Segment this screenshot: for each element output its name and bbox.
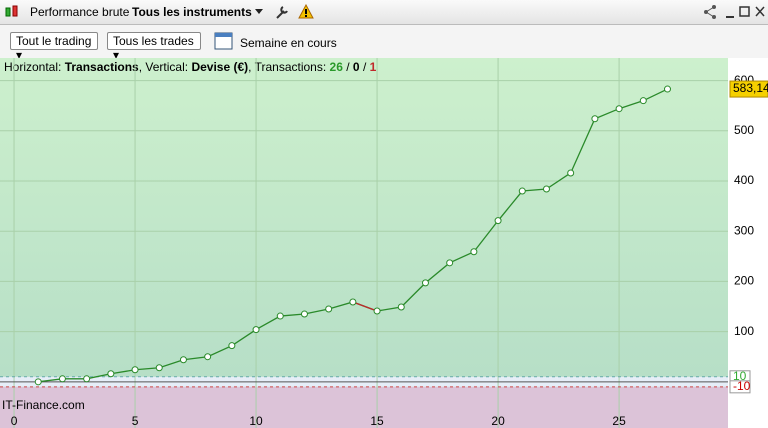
negative-zone	[0, 386, 728, 428]
x-tick-label: 0	[11, 414, 18, 428]
axis-area	[728, 58, 768, 428]
point	[567, 169, 575, 177]
point	[228, 342, 236, 350]
point	[107, 370, 115, 378]
point	[615, 105, 623, 113]
arrow	[255, 9, 263, 14]
wrench-icon[interactable]	[274, 4, 290, 20]
period: Semaine en cours	[240, 36, 337, 50]
point	[421, 279, 429, 287]
point	[470, 248, 478, 256]
info-text: Transactions	[65, 60, 139, 74]
point	[373, 307, 381, 315]
window-controls[interactable]	[700, 3, 766, 21]
y-tick-label: 400	[734, 173, 754, 187]
point	[397, 303, 405, 311]
point	[518, 187, 526, 195]
point	[349, 298, 357, 306]
toolbar: Performance brute Tous les instruments	[0, 0, 768, 25]
neutral: 0	[353, 60, 360, 74]
y-tick-label: 100	[734, 324, 754, 338]
point	[639, 97, 647, 105]
point	[542, 185, 550, 193]
point	[179, 356, 187, 364]
point	[34, 378, 42, 386]
y-tick-label: 500	[734, 123, 754, 137]
point	[663, 85, 671, 93]
info-text: , Vertical:	[139, 60, 188, 74]
point	[155, 364, 163, 372]
trades-dropdown[interactable]: Tous les trades ▾	[107, 32, 201, 62]
watermark: IT-Finance.com	[2, 398, 85, 412]
threshold-box	[729, 380, 751, 394]
value-label-box	[729, 80, 768, 98]
point	[300, 310, 308, 318]
threshold-label: 10	[733, 369, 747, 383]
x-tick-label: 5	[132, 414, 139, 428]
losses: 1	[370, 60, 377, 74]
x-tick-label: 20	[491, 414, 505, 428]
y-tick-label: 200	[734, 274, 754, 288]
value-label: 583,14	[733, 81, 768, 95]
trading-dropdown[interactable]: Tout le trading ▾	[10, 32, 98, 62]
point	[204, 353, 212, 361]
warning-icon[interactable]	[298, 4, 314, 20]
x-tick-label: 25	[612, 414, 626, 428]
dropdown-text: Tout le trading	[16, 34, 92, 48]
sep: /	[363, 60, 367, 74]
point	[325, 305, 333, 313]
point	[446, 259, 454, 267]
point	[276, 312, 284, 320]
point	[591, 115, 599, 123]
chart: Horizontal: Transactions, Vertical: Devi…	[0, 58, 768, 428]
point	[131, 366, 139, 374]
plot-area	[0, 58, 728, 428]
threshold-label: -10	[733, 379, 751, 393]
info-line: Horizontal: Transactions, Vertical: Devi…	[4, 60, 377, 74]
info-text: , Transactions:	[248, 60, 326, 74]
x-tick-label: 10	[249, 414, 263, 428]
point	[58, 375, 66, 383]
icon	[5, 5, 18, 17]
instruments-menu[interactable]: Tous les instruments	[132, 5, 252, 19]
point	[83, 375, 91, 383]
point	[252, 326, 260, 334]
wins: 26	[330, 60, 344, 74]
dropdown-text: Tous les trades	[113, 34, 194, 48]
info-text: Horizontal:	[4, 60, 61, 74]
x-tick-label: 15	[370, 414, 384, 428]
y-tick-label: 300	[734, 223, 754, 237]
point	[494, 217, 502, 225]
calendar-icon[interactable]	[214, 31, 234, 51]
info-text: Devise (€)	[191, 60, 248, 74]
filter-bar: Tout le trading ▾ Tous les trades ▾ Sema…	[0, 25, 768, 62]
tab[interactable]: Performance brute	[30, 5, 130, 19]
sep: /	[346, 60, 350, 74]
loss-segment	[352, 301, 378, 312]
